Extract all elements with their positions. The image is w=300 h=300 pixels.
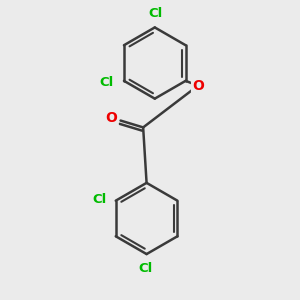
Text: Cl: Cl	[148, 7, 163, 20]
Text: Cl: Cl	[100, 76, 114, 89]
Text: Cl: Cl	[138, 262, 152, 275]
Text: Cl: Cl	[92, 193, 106, 206]
Text: O: O	[106, 111, 118, 125]
Text: O: O	[192, 79, 204, 93]
